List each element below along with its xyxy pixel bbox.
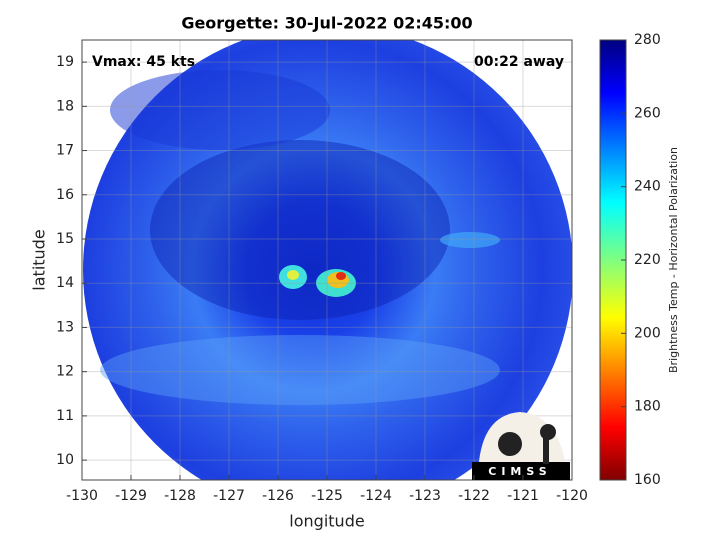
x-tick-label: -124 <box>360 488 392 504</box>
y-tick-label: 18 <box>56 98 74 114</box>
annotation: Vmax: 45 kts <box>92 54 195 70</box>
y-tick-label: 10 <box>56 452 74 468</box>
x-tick-label: -123 <box>409 488 441 504</box>
logo-text: CIMSS <box>488 465 551 478</box>
colorbar-label: Brightness Temp - Horizontal Polarizatio… <box>667 147 680 373</box>
imagery <box>83 40 572 480</box>
x-tick-label: -120 <box>556 488 588 504</box>
chart-title: Georgette: 30-Jul-2022 02:45:00 <box>181 14 472 33</box>
y-tick-label: 15 <box>56 231 74 247</box>
colorbar-tick-label: 240 <box>634 179 661 195</box>
colorbar-tick-label: 280 <box>634 32 661 48</box>
logo: CIMSS <box>472 412 570 480</box>
x-tick-label: -122 <box>458 488 490 504</box>
y-tick-label: 19 <box>56 54 74 70</box>
y-tick-label: 13 <box>56 319 74 335</box>
colorbar-tick-label: 180 <box>634 399 661 415</box>
x-tick-label: -121 <box>507 488 539 504</box>
x-tick-label: -125 <box>311 488 343 504</box>
y-tick-label: 12 <box>56 364 74 380</box>
y-tick-label: 17 <box>56 143 74 159</box>
colorbar-tick-label: 160 <box>634 472 661 488</box>
colorbar-tick-label: 220 <box>634 252 661 268</box>
x-tick-label: -130 <box>66 488 98 504</box>
x-tick-label: -127 <box>213 488 245 504</box>
x-tick-label: -128 <box>164 488 196 504</box>
y-tick-label: 16 <box>56 187 74 203</box>
x-tick-label: -126 <box>262 488 294 504</box>
annotation: 00:22 away <box>474 54 564 70</box>
y-axis-label: latitude <box>30 229 49 290</box>
x-tick-label: -129 <box>115 488 147 504</box>
colorbar-tick-label: 200 <box>634 325 661 341</box>
y-tick-label: 14 <box>56 275 74 291</box>
x-axis-label: longitude <box>289 512 364 531</box>
colorbar-tick-label: 260 <box>634 105 661 121</box>
y-tick-label: 11 <box>56 408 74 424</box>
